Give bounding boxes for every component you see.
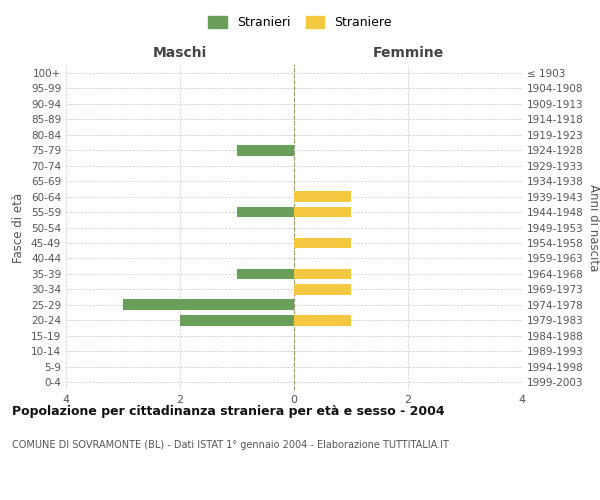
Bar	[180, 315, 294, 326]
Text: Maschi: Maschi	[153, 46, 207, 60]
Bar	[294, 238, 351, 248]
Bar	[237, 206, 294, 218]
Y-axis label: Fasce di età: Fasce di età	[13, 192, 25, 262]
Bar	[294, 315, 351, 326]
Bar	[237, 144, 294, 156]
Bar	[294, 268, 351, 280]
Text: COMUNE DI SOVRAMONTE (BL) - Dati ISTAT 1° gennaio 2004 - Elaborazione TUTTITALIA: COMUNE DI SOVRAMONTE (BL) - Dati ISTAT 1…	[12, 440, 449, 450]
Bar	[237, 268, 294, 280]
Legend: Stranieri, Straniere: Stranieri, Straniere	[203, 11, 397, 34]
Bar	[294, 284, 351, 295]
Bar	[123, 300, 294, 310]
Bar	[294, 206, 351, 218]
Bar	[294, 191, 351, 202]
Y-axis label: Anni di nascita: Anni di nascita	[587, 184, 600, 271]
Text: Femmine: Femmine	[373, 46, 443, 60]
Text: Popolazione per cittadinanza straniera per età e sesso - 2004: Popolazione per cittadinanza straniera p…	[12, 405, 445, 418]
